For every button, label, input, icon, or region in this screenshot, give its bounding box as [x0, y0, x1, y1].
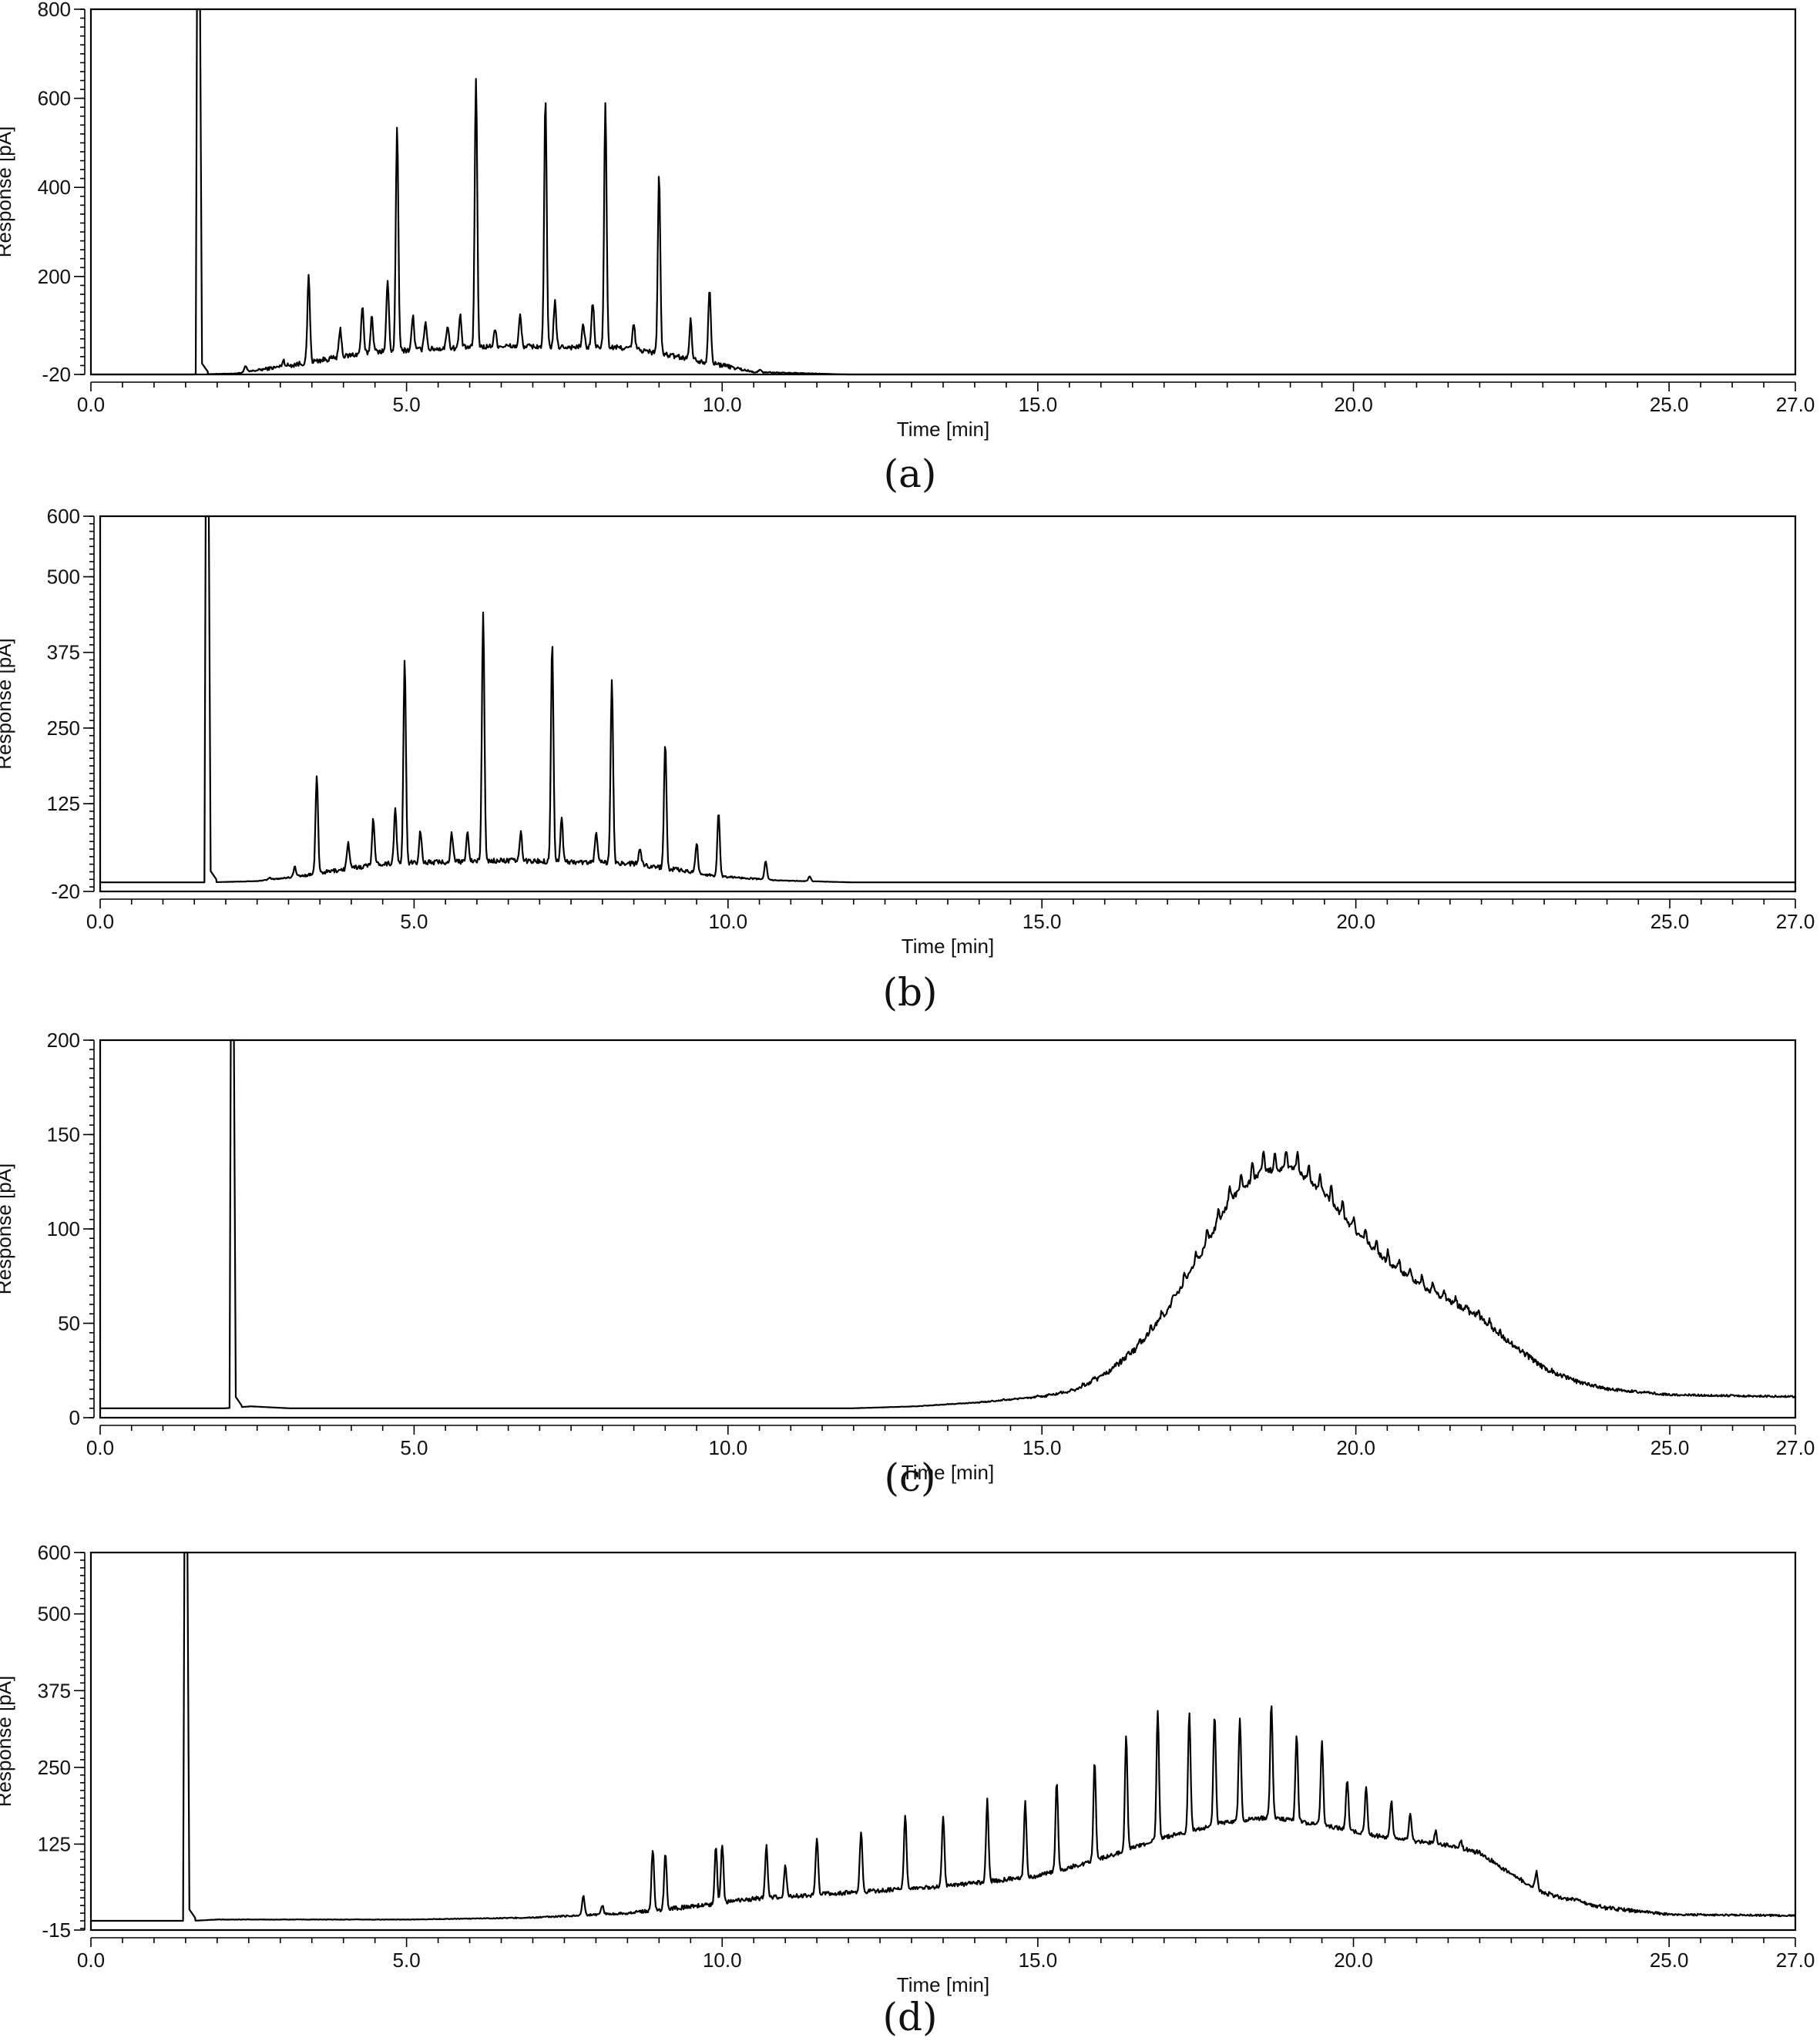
x-tick-label: 0.0	[77, 393, 105, 416]
y-axis-title: Response [pA]	[0, 1163, 15, 1295]
x-tick-label: 15.0	[1019, 1949, 1058, 1972]
y-tick-label: 600	[47, 505, 80, 528]
x-tick-label: 15.0	[1022, 910, 1062, 933]
y-tick-label: 500	[47, 566, 80, 589]
x-tick-label: 25.0	[1650, 1436, 1690, 1459]
y-axis-title: Response [pA]	[0, 126, 15, 258]
plot-frame	[99, 515, 1797, 893]
x-tick-label: 5.0	[393, 393, 421, 416]
y-tick-label: 200	[38, 265, 71, 288]
x-tick-label: 10.0	[709, 1436, 748, 1459]
y-axis-title: Response [pA]	[0, 1676, 15, 1808]
y-tick-label: -20	[51, 880, 80, 903]
x-axis-title: Time [min]	[902, 935, 994, 958]
chromatogram-trace	[99, 1039, 1796, 1409]
chromatogram-trace	[90, 8, 1796, 376]
x-axis-title: Time [min]	[902, 1461, 994, 1484]
x-tick-label: 5.0	[393, 1949, 421, 1972]
x-tick-label: 0.0	[77, 1949, 105, 1972]
y-tick-label: 800	[38, 0, 71, 21]
x-tick-label: 25.0	[1650, 910, 1690, 933]
x-tick-label: 10.0	[709, 910, 748, 933]
x-tick-label: 25.0	[1650, 393, 1689, 416]
x-tick-label: 10.0	[703, 1949, 742, 1972]
y-tick-label: -15	[42, 1918, 71, 1942]
y-tick-label: 375	[38, 1679, 71, 1702]
x-tick-label: 15.0	[1019, 393, 1058, 416]
x-tick-label: 25.0	[1650, 1949, 1689, 1972]
chart-panel: 0.0 5.0 10.0 15.0 20.0 25.0 27.0 Time [min] 600 5…	[0, 505, 1815, 1015]
y-tick-label: 600	[38, 87, 71, 110]
x-axis-title: Time [min]	[897, 1973, 989, 1996]
x-tick-label: 5.0	[400, 910, 428, 933]
plot-frame	[89, 1551, 1797, 1932]
y-tick-label: 500	[38, 1603, 71, 1626]
chart-panel: 0.0 5.0 10.0 15.0 20.0 25.0 27.0 Time [min] 600 5…	[0, 1541, 1815, 2039]
y-tick-label: 250	[47, 717, 80, 740]
chart-panel: 0.0 5.0 10.0 15.0 20.0 25.0 27.0 Time [min] 200 1…	[0, 1029, 1815, 1500]
y-tick-label: 375	[47, 641, 80, 664]
x-tick-label: 10.0	[703, 393, 742, 416]
y-tick-label: 250	[38, 1756, 71, 1779]
x-tick-label: 5.0	[400, 1436, 428, 1459]
x-tick-label: 27.0	[1776, 910, 1815, 933]
plot-frame	[99, 1039, 1797, 1419]
x-tick-label: 27.0	[1776, 1436, 1815, 1459]
x-tick-label: 15.0	[1022, 1436, 1062, 1459]
panel-caption: (a)	[884, 452, 937, 496]
x-tick-label: 20.0	[1336, 910, 1375, 933]
plot-frame	[89, 8, 1797, 376]
y-tick-label: 0	[69, 1406, 80, 1429]
x-axis-title: Time [min]	[897, 418, 989, 441]
panel-caption: (b)	[882, 970, 937, 1015]
x-tick-label: 27.0	[1776, 1949, 1815, 1972]
x-tick-label: 0.0	[86, 910, 114, 933]
y-axis-title: Response [pA]	[0, 638, 15, 770]
chart-panel: 0.0 5.0 10.0 15.0 20.0 25.0 27.0 Time [min] 800 6…	[0, 0, 1815, 496]
x-tick-label: 20.0	[1336, 1436, 1375, 1459]
y-tick-label: 125	[47, 792, 80, 815]
y-tick-label: 50	[58, 1312, 80, 1335]
chromatogram-trace	[99, 515, 1796, 884]
x-tick-label: 0.0	[86, 1436, 114, 1459]
y-tick-label: 150	[47, 1123, 80, 1146]
panel-caption: (d)	[882, 1995, 937, 2039]
x-tick-label: 20.0	[1334, 393, 1373, 416]
x-tick-label: 27.0	[1776, 393, 1815, 416]
x-tick-label: 20.0	[1334, 1949, 1373, 1972]
y-tick-label: 400	[38, 176, 71, 199]
y-tick-label: 600	[38, 1541, 71, 1564]
y-tick-label: 100	[47, 1217, 80, 1240]
y-tick-label: -20	[42, 363, 71, 386]
panel-caption: (c)	[884, 1455, 935, 1500]
y-tick-label: 125	[38, 1832, 71, 1855]
y-tick-label: 200	[47, 1029, 80, 1052]
chromatogram-trace	[90, 1551, 1796, 1922]
